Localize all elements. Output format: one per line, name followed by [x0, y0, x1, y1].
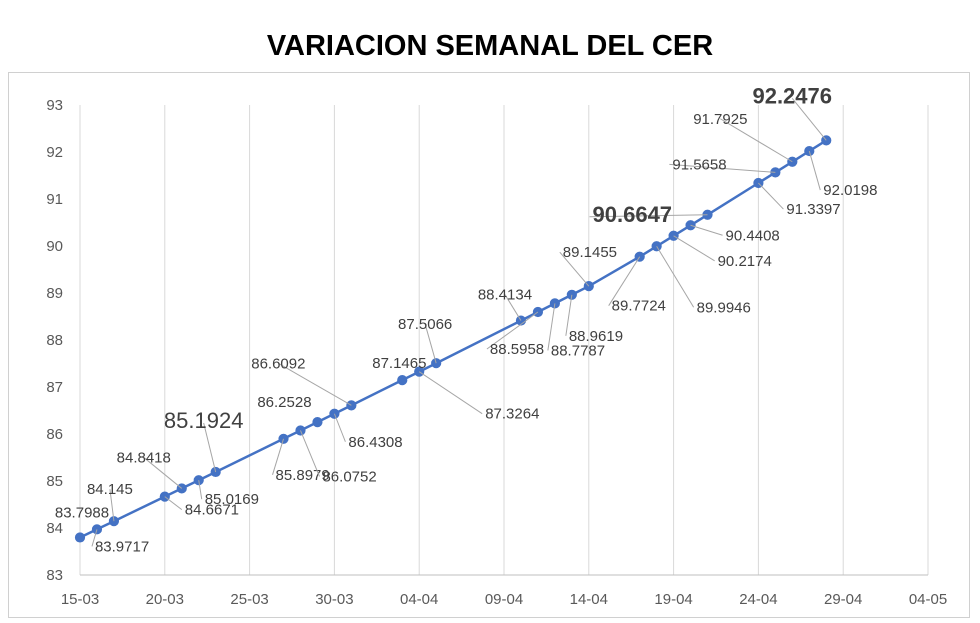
data-label: 88.9619	[569, 328, 623, 345]
data-label: 84.6671	[185, 502, 239, 519]
data-label-leader	[504, 294, 522, 321]
y-tick-label: 89	[46, 285, 63, 302]
data-label-leader	[565, 294, 573, 336]
data-label-leader	[720, 118, 793, 163]
data-label: 86.2528	[257, 394, 311, 411]
data-label: 83.7988	[55, 504, 109, 521]
data-point	[787, 156, 798, 167]
data-label: 89.9946	[697, 299, 751, 316]
data-label: 91.5658	[672, 156, 726, 173]
data-label: 86.6092	[251, 355, 305, 372]
y-tick-label: 88	[46, 332, 63, 349]
data-label: 92.0198	[823, 182, 877, 199]
data-point	[74, 532, 86, 543]
x-tick-label: 14-04	[570, 591, 608, 608]
y-tick-label: 85	[46, 473, 63, 490]
data-label-leader	[669, 163, 776, 173]
data-label: 84.8418	[117, 449, 171, 466]
y-tick-label: 84	[46, 520, 63, 537]
data-label: 88.7787	[551, 342, 605, 359]
data-label-leader	[300, 430, 320, 477]
data-label-leader	[333, 413, 346, 442]
data-label: 86.0752	[322, 468, 376, 485]
data-label-leader	[109, 489, 115, 522]
data-label: 91.3397	[786, 201, 840, 218]
data-label-leader	[547, 303, 556, 351]
data-label: 85.0169	[205, 491, 259, 508]
data-point	[651, 241, 662, 252]
data-label-leader	[424, 324, 437, 364]
data-label: 87.3264	[485, 406, 539, 423]
data-point	[397, 375, 408, 386]
x-tick-label: 04-04	[400, 591, 438, 608]
data-label: 85.1924	[164, 408, 244, 433]
x-tick-label: 24-04	[739, 591, 777, 608]
data-label-leader	[608, 256, 641, 306]
data-point	[634, 251, 645, 262]
y-tick-label: 92	[46, 144, 63, 161]
x-tick-label: 04-05	[909, 591, 947, 608]
y-tick-label: 83	[46, 567, 63, 584]
x-tick-label: 09-04	[485, 591, 523, 608]
data-label-leader	[808, 150, 821, 191]
data-label-leader	[758, 182, 784, 210]
data-label-leader	[486, 311, 539, 350]
data-label-leader	[272, 438, 284, 475]
data-label-leader	[690, 224, 723, 236]
data-label: 83.9717	[95, 538, 149, 555]
data-label-leader	[418, 371, 483, 415]
y-tick-label: 93	[46, 97, 63, 114]
data-label: 87.5066	[398, 316, 452, 333]
data-label: 90.6647	[593, 202, 673, 227]
data-label-leader	[559, 251, 590, 287]
data-point	[532, 306, 544, 318]
data-label: 90.4408	[726, 227, 780, 244]
chart-frame	[8, 72, 970, 618]
data-label-leader	[164, 496, 183, 511]
data-label: 86.4308	[348, 434, 402, 451]
data-label-leader	[143, 457, 183, 489]
x-tick-label: 30-03	[315, 591, 353, 608]
series-line	[79, 139, 827, 539]
x-tick-label: 20-03	[146, 591, 184, 608]
x-tick-label: 19-04	[654, 591, 692, 608]
data-label-leader	[589, 214, 708, 218]
data-label: 90.2174	[718, 253, 772, 270]
data-label-leader	[203, 422, 217, 473]
data-label: 88.5958	[490, 341, 544, 358]
data-label: 91.7925	[693, 111, 747, 128]
data-point	[312, 417, 323, 428]
data-label-leader	[278, 362, 352, 406]
y-tick-label: 91	[46, 191, 63, 208]
y-tick-label: 87	[46, 379, 63, 396]
data-label-leader	[198, 480, 203, 500]
data-label-leader	[91, 529, 98, 547]
data-label: 88.4134	[478, 287, 532, 304]
data-point	[159, 491, 170, 502]
data-label-leader	[791, 98, 827, 141]
x-tick-label: 25-03	[230, 591, 268, 608]
data-label: 89.7724	[612, 298, 666, 315]
data-label: 85.8979	[276, 467, 330, 484]
data-label-leader	[656, 245, 695, 308]
chart-title: VARIACION SEMANAL DEL CER	[266, 30, 714, 62]
data-label: 89.1455	[563, 244, 617, 261]
x-tick-label: 29-04	[824, 591, 862, 608]
y-tick-label: 86	[46, 426, 63, 443]
data-label: 84.145	[87, 481, 133, 498]
data-label-leader	[673, 235, 715, 262]
data-label: 92.2476	[752, 83, 832, 108]
x-tick-label: 15-03	[61, 591, 99, 608]
y-tick-label: 90	[46, 238, 63, 255]
data-label: 87.1465	[372, 355, 426, 372]
